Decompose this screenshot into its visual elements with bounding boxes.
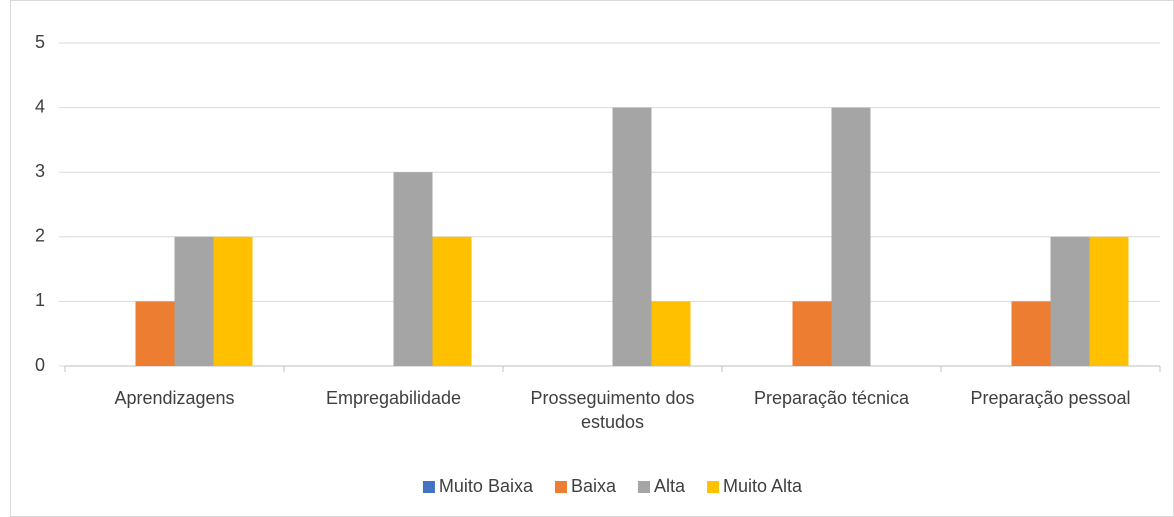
bar [612,107,652,366]
legend-label: Muito Alta [723,476,803,496]
bar [1011,301,1051,366]
bar [393,172,433,366]
x-tick-label: Prosseguimento dos estudos [530,388,695,432]
bar [432,236,472,366]
x-tick-label: Aprendizagens [114,388,235,408]
y-tick-label: 0 [35,355,45,375]
bar [1050,236,1090,366]
bar [213,236,253,366]
x-tick-label: Preparação pessoal [970,388,1131,408]
y-tick-label: 2 [35,226,45,246]
bar [174,236,214,366]
legend-swatch [422,481,435,493]
y-tick-label: 5 [35,32,45,52]
legend-swatch [707,481,720,493]
y-tick-label: 1 [35,290,45,310]
bar [1089,236,1129,366]
x-tick-label: Empregabilidade [325,388,462,408]
y-tick-label: 3 [35,161,45,181]
legend-swatch [554,481,567,493]
legend-label: Alta [654,476,686,496]
bar [831,107,871,366]
x-tick-label: Preparação técnica [753,388,910,408]
y-tick-label: 4 [35,96,45,116]
legend-swatch [638,481,650,493]
legend-label: Muito Baixa [439,476,534,496]
legend-label: Baixa [571,476,617,496]
bar [135,301,175,366]
bar [792,301,832,366]
bar [651,301,691,366]
